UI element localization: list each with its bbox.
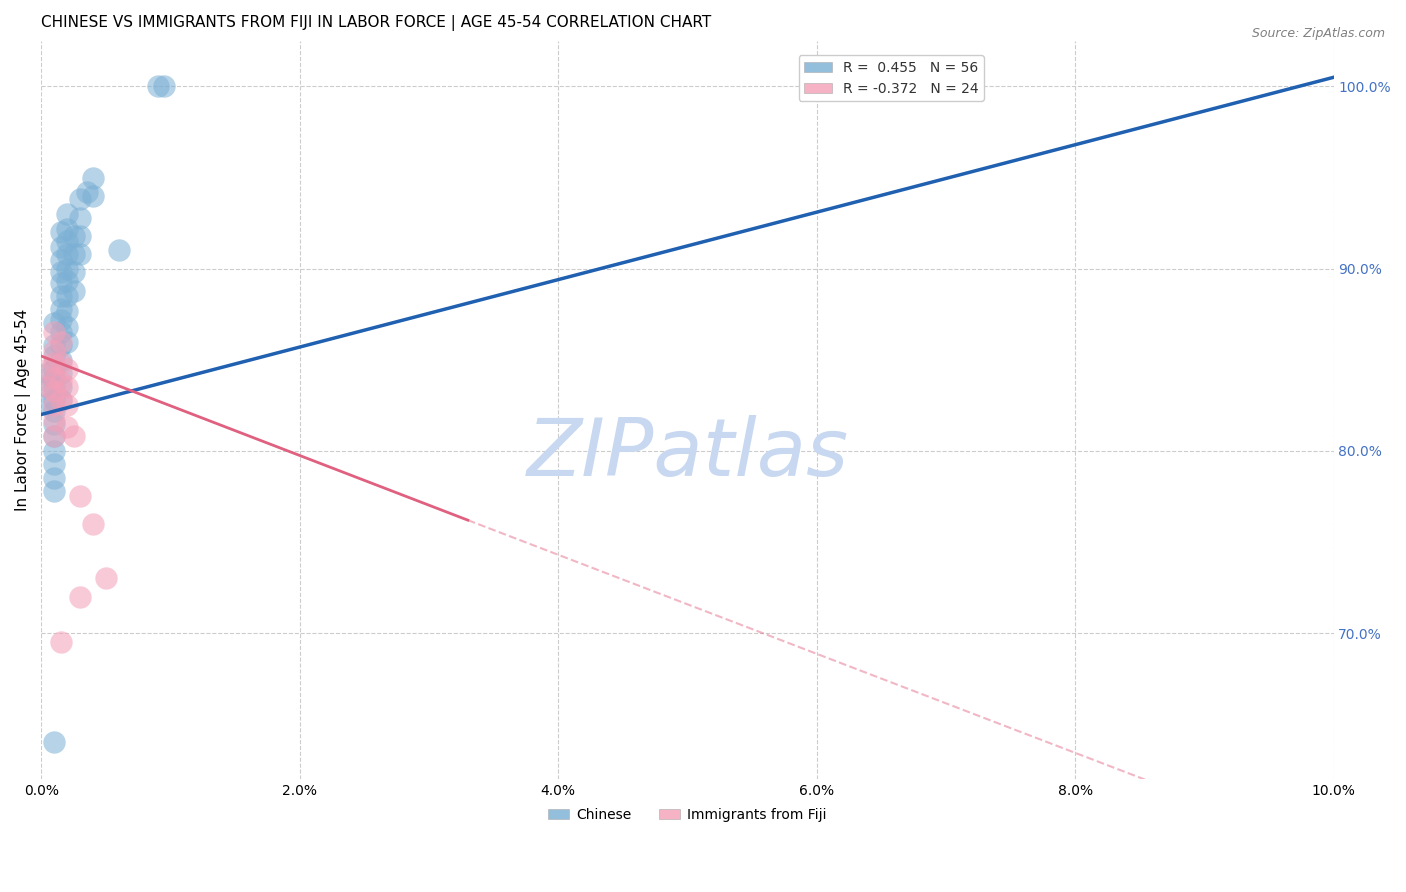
Point: [56, 275, 79, 289]
Point: [44, 404, 66, 418]
Point: [44, 443, 66, 458]
Point: [49, 338, 72, 352]
Point: [49, 301, 72, 316]
Point: [44, 457, 66, 471]
Point: [108, 244, 131, 258]
Point: [49, 380, 72, 394]
Point: [82, 516, 104, 531]
Point: [146, 79, 169, 94]
Point: [44, 371, 66, 385]
Point: [69, 247, 91, 261]
Point: [82, 170, 104, 185]
Text: CHINESE VS IMMIGRANTS FROM FIJI IN LABOR FORCE | AGE 45-54 CORRELATION CHART: CHINESE VS IMMIGRANTS FROM FIJI IN LABOR…: [41, 15, 711, 31]
Point: [56, 289, 79, 303]
Point: [44, 316, 66, 330]
Point: [37, 380, 59, 394]
Point: [44, 338, 66, 352]
Point: [56, 261, 79, 276]
Point: [56, 320, 79, 334]
Point: [37, 362, 59, 376]
Point: [153, 79, 176, 94]
Point: [37, 396, 59, 410]
Point: [44, 362, 66, 376]
Point: [37, 366, 59, 380]
Legend: Chinese, Immigrants from Fiji: Chinese, Immigrants from Fiji: [543, 802, 832, 827]
Point: [49, 265, 72, 279]
Point: [69, 211, 91, 225]
Point: [44, 398, 66, 412]
Point: [62, 429, 84, 443]
Point: [49, 277, 72, 291]
Point: [56, 221, 79, 235]
Point: [56, 207, 79, 221]
Point: [49, 289, 72, 303]
Point: [49, 240, 72, 254]
Point: [44, 471, 66, 485]
Point: [56, 362, 79, 376]
Point: [49, 356, 72, 370]
Point: [49, 312, 72, 326]
Text: ZIPatlas: ZIPatlas: [526, 415, 849, 493]
Point: [62, 228, 84, 243]
Point: [44, 483, 66, 498]
Point: [69, 228, 91, 243]
Point: [56, 380, 79, 394]
Point: [44, 380, 66, 394]
Point: [49, 252, 72, 267]
Point: [44, 735, 66, 749]
Point: [44, 349, 66, 363]
Point: [69, 490, 91, 504]
Point: [49, 392, 72, 407]
Point: [56, 247, 79, 261]
Point: [49, 225, 72, 239]
Point: [62, 284, 84, 298]
Point: [56, 398, 79, 412]
Point: [56, 235, 79, 249]
Point: [94, 571, 117, 585]
Point: [76, 185, 98, 199]
Point: [56, 334, 79, 349]
Point: [44, 417, 66, 431]
Point: [49, 326, 72, 340]
Point: [49, 334, 72, 349]
Point: [49, 392, 72, 407]
Point: [62, 247, 84, 261]
Point: [62, 265, 84, 279]
Point: [49, 635, 72, 649]
Y-axis label: In Labor Force | Age 45-54: In Labor Force | Age 45-54: [15, 309, 31, 511]
Point: [44, 392, 66, 407]
Point: [44, 413, 66, 427]
Point: [49, 375, 72, 389]
Point: [44, 326, 66, 340]
Point: [56, 420, 79, 434]
Point: [56, 303, 79, 318]
Point: [69, 590, 91, 604]
Point: [69, 193, 91, 207]
Point: [44, 429, 66, 443]
Point: [44, 343, 66, 358]
Point: [44, 371, 66, 385]
Point: [44, 356, 66, 370]
Point: [49, 352, 72, 367]
Point: [44, 384, 66, 398]
Point: [37, 380, 59, 394]
Point: [82, 188, 104, 202]
Point: [49, 366, 72, 380]
Point: [44, 429, 66, 443]
Text: Source: ZipAtlas.com: Source: ZipAtlas.com: [1251, 27, 1385, 40]
